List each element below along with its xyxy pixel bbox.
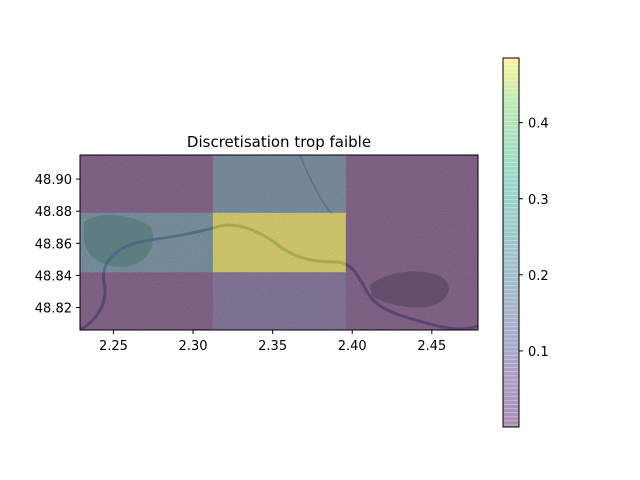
y-tick-label: 48.84 <box>35 269 72 284</box>
colorbar-tick-label: 0.2 <box>528 269 549 284</box>
colorbar-gradient <box>503 58 519 427</box>
y-tick-label: 48.88 <box>35 205 72 220</box>
heatmap-cell <box>345 212 478 273</box>
x-tick-label: 2.45 <box>417 339 446 354</box>
heatmap-cell <box>212 212 346 273</box>
colorbar-tick-label: 0.1 <box>528 345 549 360</box>
x-tick-label: 2.35 <box>258 339 287 354</box>
river <box>80 223 478 330</box>
chart-title: Discretisation trop faible <box>187 133 371 151</box>
heatmap-cell <box>345 155 478 213</box>
heatmap-cell <box>80 272 213 330</box>
heatmap-cell <box>345 272 478 330</box>
plot-frame <box>79 154 479 331</box>
colorbar: 0.1 0.2 0.3 0.4 <box>502 57 549 428</box>
colorbar-tick-label: 0.4 <box>528 117 549 132</box>
plot-area <box>80 155 478 330</box>
x-tick-label: 2.25 <box>99 339 128 354</box>
x-tick-label: 2.40 <box>338 339 367 354</box>
x-tick-label: 2.30 <box>179 339 208 354</box>
heatmap-cell <box>212 272 346 330</box>
heatmap-cell <box>212 155 346 213</box>
heatmap-cell <box>80 212 213 273</box>
colorbar-ticks: 0.1 0.2 0.3 0.4 <box>519 117 549 360</box>
colorbar-stripes <box>503 59 519 426</box>
colorbar-frame <box>502 57 520 428</box>
woods-west <box>84 214 154 267</box>
y-tick-label: 48.90 <box>35 173 72 188</box>
canal <box>299 155 333 215</box>
heatmap-cells <box>80 155 478 330</box>
x-axis: 2.25 2.30 2.35 2.40 2.45 <box>99 330 446 354</box>
y-axis: 48.82 48.84 48.86 48.88 48.90 <box>35 173 80 317</box>
y-tick-label: 48.86 <box>35 237 72 252</box>
y-tick-label: 48.82 <box>35 302 72 317</box>
colorbar-tick-label: 0.3 <box>528 193 549 208</box>
woods-east <box>370 271 449 308</box>
heatmap-cell <box>80 155 213 213</box>
